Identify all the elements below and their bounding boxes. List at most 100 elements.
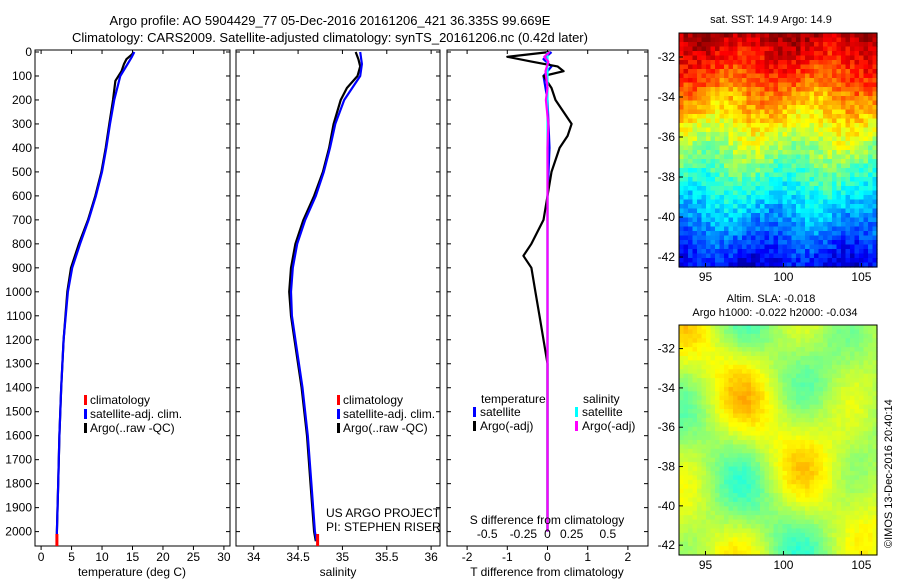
map-cell	[796, 51, 802, 57]
map-cell	[733, 528, 739, 534]
map-cell	[719, 87, 725, 93]
map-cell	[787, 373, 793, 379]
map-cell	[769, 488, 775, 494]
map-cell	[778, 457, 784, 463]
map-cell	[760, 154, 766, 160]
map-cell	[692, 78, 698, 84]
map-cell	[872, 69, 878, 75]
map-cell	[715, 431, 721, 437]
map-cell	[823, 222, 829, 228]
map-cell	[733, 100, 739, 106]
map-cell	[863, 510, 869, 516]
map-cell	[701, 342, 707, 348]
map-cell	[728, 426, 734, 432]
map-cell	[863, 33, 869, 39]
map-cell	[742, 114, 748, 120]
map-cell	[728, 244, 734, 250]
map-cell	[751, 204, 757, 210]
map-cell	[773, 524, 779, 530]
map-cell	[836, 413, 842, 419]
map-cell	[778, 329, 784, 335]
map-cell	[773, 168, 779, 174]
map-cell	[706, 51, 712, 57]
map-cell	[724, 105, 730, 111]
map-cell	[715, 479, 721, 485]
map-cell	[850, 172, 856, 178]
map-cell	[805, 217, 811, 223]
map-cell	[845, 347, 851, 353]
map-cell	[832, 347, 838, 353]
map-cell	[737, 457, 743, 463]
map-cell	[697, 262, 703, 268]
map-cell	[760, 168, 766, 174]
map-cell	[724, 501, 730, 507]
map-cell	[683, 506, 689, 512]
map-cell	[683, 546, 689, 552]
map-cell	[728, 435, 734, 441]
sst-map: 95 100 105-32-34-36-38-40-42	[658, 32, 878, 284]
map-cell	[737, 400, 743, 406]
map-cell	[800, 190, 806, 196]
map-cell	[701, 37, 707, 43]
map-cell	[746, 364, 752, 370]
map-cell	[769, 168, 775, 174]
map-cell	[746, 470, 752, 476]
map-cell	[809, 395, 815, 401]
map-cell	[724, 172, 730, 178]
map-cell	[872, 213, 878, 219]
map-cell	[854, 466, 860, 472]
map-cell	[845, 351, 851, 357]
map-cell	[733, 208, 739, 214]
map-cell	[845, 132, 851, 138]
map-cell	[845, 114, 851, 120]
map-cell	[773, 100, 779, 106]
map-cell	[778, 190, 784, 196]
map-cell	[773, 338, 779, 344]
map-cell	[814, 217, 820, 223]
map-cell	[760, 347, 766, 353]
map-cell	[782, 181, 788, 187]
map-cell	[778, 537, 784, 543]
map-cell	[697, 123, 703, 129]
map-cell	[683, 528, 689, 534]
map-cell	[863, 154, 869, 160]
map-cell	[791, 51, 797, 57]
map-cell	[737, 145, 743, 151]
map-cell	[746, 145, 752, 151]
map-cell	[697, 466, 703, 472]
map-cell	[710, 541, 716, 547]
map-cell	[683, 159, 689, 165]
map-cell	[850, 37, 856, 43]
map-cell	[791, 537, 797, 543]
map-cell	[791, 213, 797, 219]
map-cell	[845, 501, 851, 507]
map-cell	[809, 537, 815, 543]
map-cell	[796, 96, 802, 102]
map-cell	[697, 244, 703, 250]
map-cell	[746, 190, 752, 196]
map-cell	[773, 479, 779, 485]
map-cell	[863, 91, 869, 97]
map-cell	[782, 369, 788, 375]
map-cell	[728, 109, 734, 115]
map-cell	[710, 484, 716, 490]
map-cell	[710, 69, 716, 75]
map-cell	[859, 413, 865, 419]
map-cell	[746, 440, 752, 446]
map-cell	[715, 37, 721, 43]
top-x-tick-label: 0.5	[599, 527, 616, 541]
map-cell	[737, 168, 743, 174]
map-cell	[710, 118, 716, 124]
map-cell	[737, 515, 743, 521]
map-cell	[859, 462, 865, 468]
map-cell	[827, 470, 833, 476]
map-cell	[809, 172, 815, 178]
map-cell	[809, 510, 815, 516]
map-cell	[769, 226, 775, 232]
map-cell	[868, 351, 874, 357]
map-cell	[791, 145, 797, 151]
map-cell	[805, 69, 811, 75]
map-cell	[818, 391, 824, 397]
map-cell	[710, 55, 716, 61]
map-cell	[845, 519, 851, 525]
